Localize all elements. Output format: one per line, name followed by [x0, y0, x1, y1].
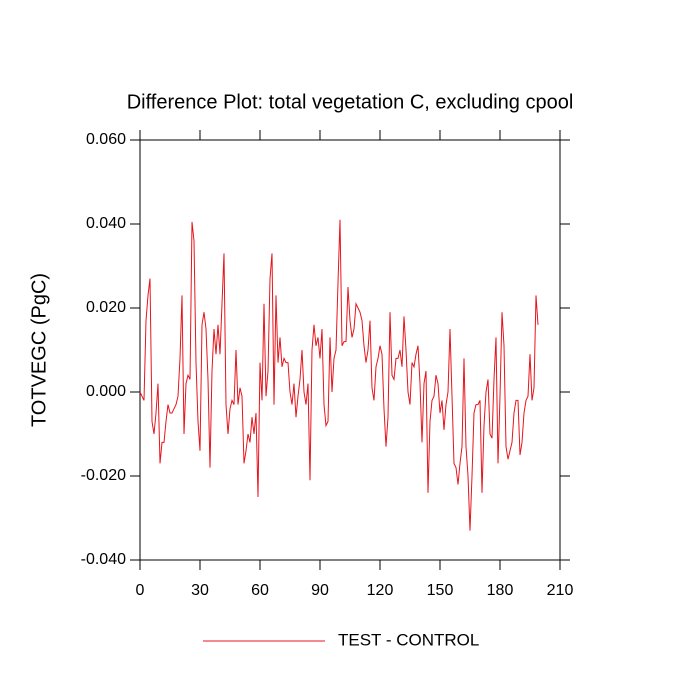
x-tick-label: 120 — [367, 582, 394, 599]
y-tick-label: 0.040 — [86, 215, 126, 232]
x-tick-label: 30 — [191, 582, 209, 599]
data-line — [139, 219, 539, 531]
y-tick-label: 0.060 — [86, 131, 126, 148]
x-tick-label: 90 — [311, 582, 329, 599]
y-axis-label: TOTVEGC (PgC) — [28, 273, 50, 427]
plot-frame — [139, 139, 561, 561]
x-tick-label: 0 — [136, 582, 145, 599]
y-tick-label: 0.000 — [86, 383, 126, 400]
y-tick-label: 0.020 — [86, 299, 126, 316]
x-tick-label: 210 — [547, 582, 574, 599]
y-tick-label: -0.040 — [81, 551, 126, 568]
legend-label: TEST - CONTROL — [338, 630, 479, 649]
y-tick-label: -0.020 — [81, 467, 126, 484]
x-tick-label: 150 — [427, 582, 454, 599]
chart-title: Difference Plot: total vegetation C, exc… — [127, 91, 574, 113]
x-tick-label: 60 — [251, 582, 269, 599]
x-tick-label: 180 — [487, 582, 514, 599]
